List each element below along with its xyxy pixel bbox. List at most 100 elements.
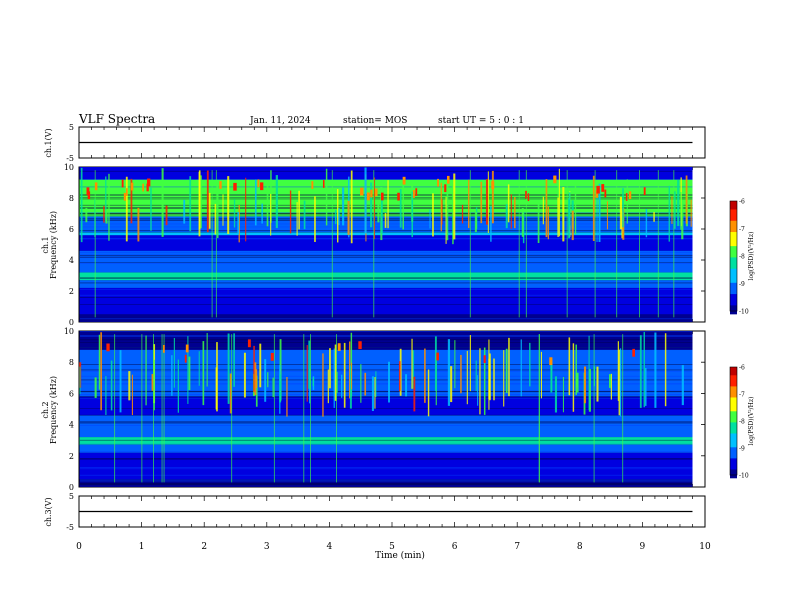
ch1-spectrogram-band xyxy=(79,235,693,251)
colorbar-segment xyxy=(730,226,737,230)
ch1-spectrogram-hotspot xyxy=(596,185,600,194)
ch1-spectrogram-band xyxy=(79,179,693,217)
colorbar-segment xyxy=(730,425,737,429)
x-tick-label: 5 xyxy=(389,542,395,552)
colorbar-segment xyxy=(730,246,737,250)
colorbar-segment xyxy=(730,302,737,306)
ch1-spectrogram-band xyxy=(79,287,693,315)
colorbar-segment xyxy=(730,294,737,298)
colorbar-segment xyxy=(730,394,737,398)
start-time-label: start UT = 5 : 0 : 1 xyxy=(438,116,524,126)
colorbar-segment xyxy=(730,299,737,304)
colorbar-segment xyxy=(730,447,737,451)
x-tick-label: 8 xyxy=(577,542,583,552)
ch2-spectrogram-heatmap xyxy=(79,331,693,487)
colorbar-segment xyxy=(730,240,737,244)
ch2-spectrogram-ylabel-channel: ch.2 xyxy=(41,401,50,418)
ch1-waveform-ytick-label: 5 xyxy=(69,123,74,132)
colorbar-segment xyxy=(730,463,737,468)
ch3-waveform-ylabel: ch.3(V) xyxy=(44,497,53,526)
colorbar-segment xyxy=(730,369,737,374)
colorbar-segment xyxy=(730,263,737,267)
ch1-spectrogram-band xyxy=(79,272,693,281)
ch2-spectrogram-ytick-label: 2 xyxy=(69,452,74,461)
ch1-spectrogram-hotspot xyxy=(415,188,418,196)
ch1-spectrogram-hotspot xyxy=(233,182,237,191)
ch1-spectrogram-ylabel-freq: Frequency (kHz) xyxy=(49,211,58,279)
ch1-spectrogram-hotspot xyxy=(130,182,134,191)
ch1-waveform-ylabel: ch.1(V) xyxy=(44,128,53,157)
colorbar-segment xyxy=(730,472,737,476)
ch2-spectrogram-band xyxy=(79,331,693,350)
ch1-spectrogram-hotspot xyxy=(402,176,406,185)
ch1-spectrogram-band xyxy=(79,167,693,180)
ch1-spectrogram-hotspot xyxy=(322,180,325,188)
ch1-spectrogram-hotspot xyxy=(375,188,378,197)
station-label: station= MOS xyxy=(343,116,407,126)
ch1-spectrogram-hotspot xyxy=(146,183,149,192)
colorbar-segment xyxy=(730,386,737,390)
x-tick-label: 4 xyxy=(327,542,333,552)
colorbar-segment xyxy=(730,436,737,440)
ch1-spectrogram-hotspot xyxy=(360,187,364,196)
x-tick-label: 9 xyxy=(640,542,646,552)
ch1-spectrogram-ytick-label: 4 xyxy=(69,256,74,265)
ch1-spectrogram-hotspot xyxy=(491,181,495,189)
ch1-spectrogram-hotspot xyxy=(437,178,439,187)
ch2-spectrogram-band xyxy=(79,444,693,453)
colorbar-segment xyxy=(730,439,737,443)
colorbar-frame xyxy=(729,200,738,312)
ch1-spectrogram-hotspot xyxy=(86,187,90,196)
date-label: Jan. 11, 2024 xyxy=(249,116,311,126)
colorbar-segment xyxy=(730,206,737,210)
ch1-spectrogram-hotspot xyxy=(126,188,128,196)
ch1-spectrogram-hotspot xyxy=(121,179,124,188)
colorbar-tick-label: -10 xyxy=(739,309,749,316)
colorbar-segment xyxy=(730,212,737,216)
colorbar-segment xyxy=(730,380,737,385)
ch2-spectrogram-hotspot xyxy=(358,341,362,350)
colorbar-segment xyxy=(730,209,737,213)
colorbar-segment xyxy=(730,372,737,376)
ch2-spectrogram-band xyxy=(79,437,693,445)
x-tick-label: 1 xyxy=(139,542,145,552)
colorbar-tick-label: -6 xyxy=(739,365,745,372)
ch2-spectrogram-ytick-label: 4 xyxy=(69,421,74,430)
colorbar-tick-label: -6 xyxy=(739,199,745,206)
colorbar-segment xyxy=(730,408,737,412)
ch1-spectrogram-hotspot xyxy=(444,184,447,193)
colorbar-segment xyxy=(730,416,737,421)
ch3-waveform-ytick-label: 5 xyxy=(69,492,74,501)
colorbar-segment xyxy=(730,461,737,465)
ch1-spectrogram-hotspot xyxy=(366,192,370,201)
ch2-spectrogram-hotspot xyxy=(185,344,189,353)
colorbar-segment xyxy=(730,243,737,247)
colorbar-segment xyxy=(730,400,737,404)
colorbar-segment xyxy=(730,285,737,289)
colorbar-segment xyxy=(730,223,737,227)
colorbar-tick-label: -10 xyxy=(739,473,749,480)
ch1-spectrogram-hotspot xyxy=(123,192,126,201)
colorbar-segment xyxy=(730,375,737,379)
x-tick-label: 0 xyxy=(76,542,82,552)
colorbar-segment xyxy=(730,308,737,312)
ch1-spectrogram-hotspot xyxy=(625,193,628,201)
colorbar-segment xyxy=(730,257,737,261)
x-tick-label: 6 xyxy=(452,542,458,552)
colorbar-segment xyxy=(730,215,737,219)
ch2-spectrogram-hotspot xyxy=(436,352,439,361)
colorbar-segment xyxy=(730,367,737,371)
ch1-spectrogram-hotspot xyxy=(257,179,260,188)
ch2-spectrogram-hotspot xyxy=(483,355,486,364)
colorbar-segment xyxy=(730,220,737,225)
ch1-waveform-ytick-label: -5 xyxy=(66,154,74,163)
ch1-spectrogram-hotspot xyxy=(601,184,605,192)
colorbar-segment xyxy=(730,260,737,264)
colorbar-segment xyxy=(730,232,737,236)
colorbar-segment xyxy=(730,414,737,418)
ch1-spectrogram-hotspot xyxy=(311,181,314,189)
colorbar-segment xyxy=(730,277,737,281)
colorbar-segment xyxy=(730,475,737,479)
